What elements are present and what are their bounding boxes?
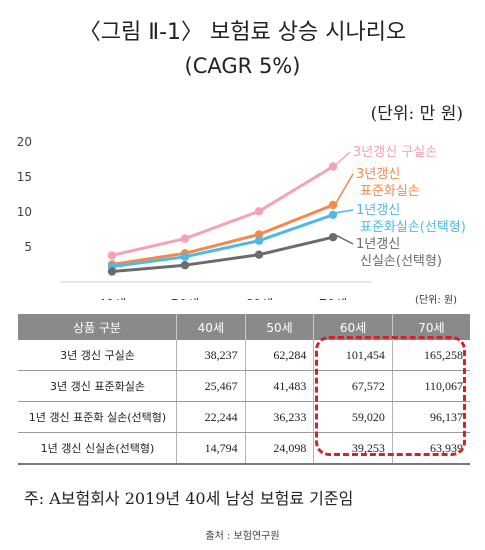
data-point (180, 234, 190, 243)
table-cell: 39,253 (313, 432, 393, 465)
table-unit-label: (단위: 원) (415, 295, 457, 306)
data-table: 상품 구분 40세 50세 60세 70세 3년 갱신 구실손 38,237 6… (18, 314, 470, 465)
data-point (107, 267, 117, 276)
data-point (107, 251, 117, 260)
series-line (111, 235, 334, 273)
table-header-cell: 40세 (176, 314, 246, 340)
table-row: 1년 갱신 표준화 실손(선택형) 22,244 36,233 59,020 9… (18, 401, 470, 433)
table-header-cell: 50세 (245, 314, 315, 340)
data-point (254, 236, 264, 245)
series-label: 1년갱신 (356, 237, 400, 252)
label-leader (335, 234, 354, 245)
table-row: 1년 갱신 신실손(선택형) 14,794 24,098 39,253 63,9… (18, 432, 470, 465)
table-cell: 22,244 (176, 401, 246, 433)
x-tick-label: 50세 (171, 298, 200, 300)
unit-label: (단위: 만 원) (370, 104, 463, 124)
series-line (111, 213, 334, 269)
row-label: 1년 갱신 표준화 실손(선택형) (18, 401, 177, 433)
table-header-cell: 60세 (313, 314, 393, 340)
table-header-row: 상품 구분 40세 50세 60세 70세 (18, 314, 470, 340)
row-label: 1년 갱신 신실손(선택형) (18, 432, 177, 465)
x-tick-label: 70세 (319, 298, 348, 300)
highlight-box (315, 336, 466, 456)
series-label: 표준화실손 (360, 184, 420, 199)
series-label: 1년갱신 (356, 203, 400, 218)
data-point (180, 261, 190, 270)
label-leader (335, 151, 351, 166)
data-point (180, 252, 190, 261)
data-point (254, 250, 264, 259)
series-label: 표준화실손(선택형) (360, 220, 466, 235)
chart-title: 〈그림 Ⅱ-1〉 보험료 상승 시나리오 (78, 20, 407, 45)
series-label: 신실손(선택형) (360, 254, 442, 269)
table-cell: 59,020 (313, 401, 393, 433)
data-point (328, 162, 338, 171)
footnote: 주: A보험회사 2019년 40세 남성 보험료 기준임 (24, 489, 354, 508)
table-cell: 110,067 (392, 370, 470, 402)
label-leader (335, 209, 354, 214)
table-cell: 62,284 (245, 340, 315, 371)
row-label: 3년 갱신 구실손 (18, 340, 177, 371)
x-tick-label: 40세 (98, 298, 127, 300)
label-leader (335, 173, 354, 204)
table-cell: 38,237 (176, 340, 246, 371)
data-point (328, 233, 338, 242)
table-cell: 67,572 (313, 370, 393, 402)
y-tick-label: 15 (17, 170, 32, 184)
data-point (254, 230, 264, 239)
x-tick-label: 60세 (245, 298, 274, 300)
y-tick-label: 10 (17, 205, 32, 219)
table-cell: 41,483 (245, 370, 315, 402)
data-point (328, 210, 338, 219)
series-label: 3년갱신 구실손 (353, 145, 437, 160)
y-tick-label: 20 (17, 135, 32, 149)
table-cell: 36,233 (245, 401, 315, 433)
chart-subtitle: (CAGR 5%) (184, 54, 301, 78)
series-label: 3년갱신 (356, 167, 400, 182)
row-label: 3년 갱신 표준화실손 (18, 370, 177, 402)
table-row: 3년 갱신 표준화실손 25,467 41,483 67,572 110,067 (18, 370, 470, 402)
series-line (111, 203, 334, 266)
table-header-cell: 상품 구분 (18, 314, 177, 340)
table-cell: 25,467 (176, 370, 246, 402)
table-cell: 96,137 (392, 401, 470, 433)
source-credit: 출처 : 보험연구원 (205, 531, 280, 542)
data-point (328, 200, 338, 210)
table-cell: 14,794 (176, 432, 246, 465)
table-header-cell: 70세 (392, 314, 470, 340)
table-cell: 24,098 (245, 432, 315, 465)
series-line (111, 165, 334, 257)
y-tick-label: 5 (24, 240, 32, 254)
data-point (254, 207, 264, 216)
